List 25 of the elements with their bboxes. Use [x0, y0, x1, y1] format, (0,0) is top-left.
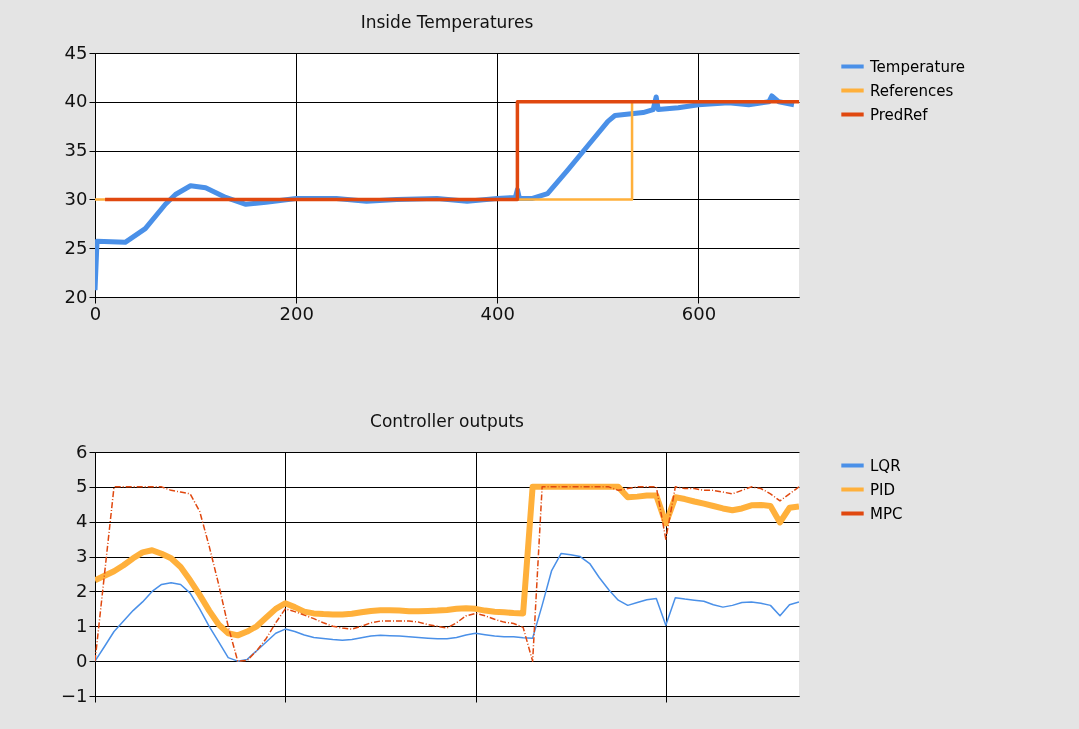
chart-title: Inside Temperatures [360, 12, 534, 32]
legend-label: PredRef [870, 105, 929, 124]
y-tick-label: 4 [76, 510, 88, 532]
y-tick-label: 5 [76, 475, 88, 497]
y-tick-label: 6 [76, 440, 88, 462]
y-tick-label: 40 [64, 90, 88, 112]
x-tick-label: 200 [279, 302, 314, 324]
chart-title: Controller outputs [370, 411, 525, 431]
x-tick-label: 600 [681, 302, 717, 324]
y-tick-label: 35 [64, 139, 88, 161]
y-tick-label: 25 [64, 236, 88, 258]
legend-label: MPC [870, 504, 903, 523]
legend-label: LQR [870, 456, 901, 475]
y-tick-label: −1 [60, 684, 88, 706]
y-tick-label: 20 [64, 285, 88, 307]
y-tick-label: 0 [76, 649, 88, 671]
y-tick-label: 2 [76, 579, 88, 601]
legend-label: References [870, 81, 954, 100]
x-tick-label: 400 [480, 302, 515, 324]
y-tick-label: 30 [64, 187, 88, 209]
legend-label: Temperature [869, 57, 966, 76]
y-tick-label: 3 [76, 545, 88, 567]
legend-label: PID [870, 480, 896, 499]
y-tick-label: 45 [64, 41, 88, 63]
y-tick-label: 1 [76, 614, 88, 636]
